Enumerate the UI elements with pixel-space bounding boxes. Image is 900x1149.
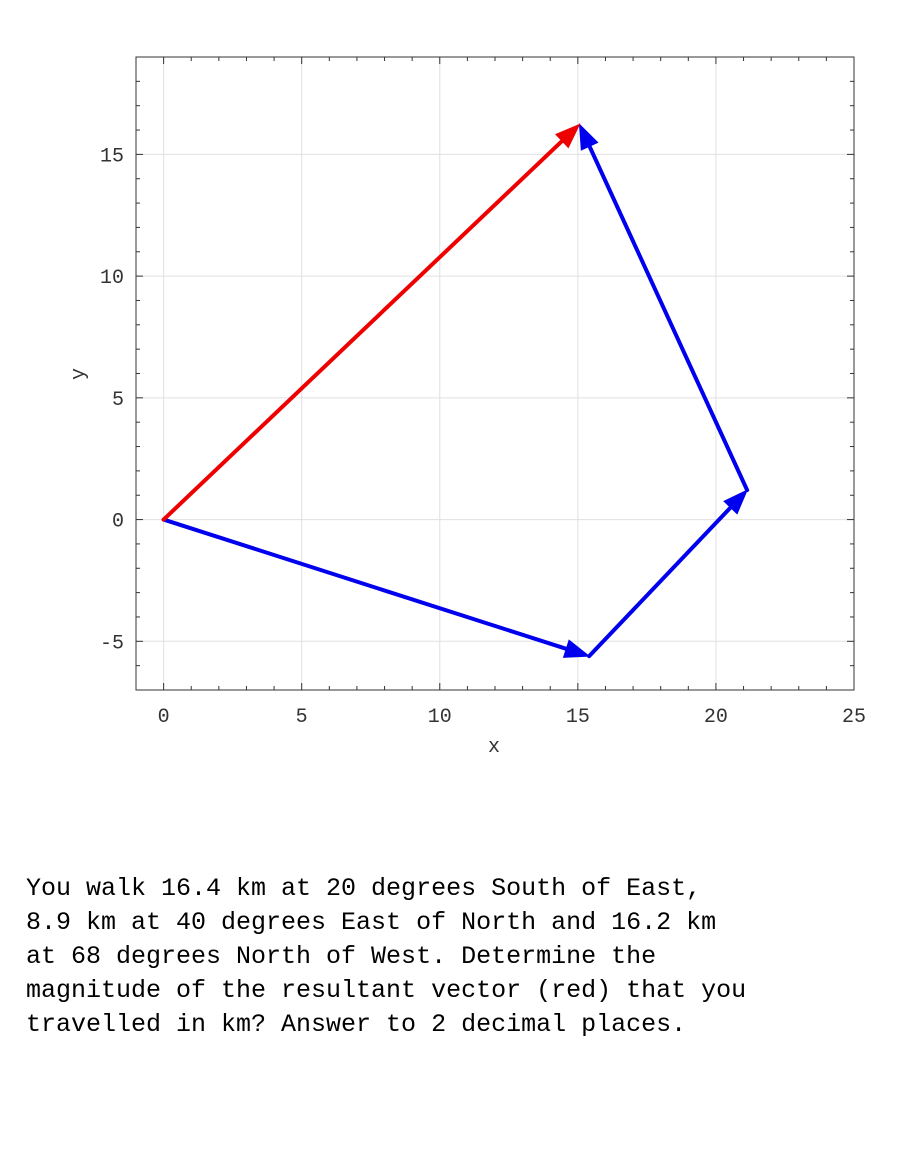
vector-chart: 0 5 10 15 20 25 -5 0 5 10 15 x y (68, 56, 866, 759)
y-tick-label: 10 (100, 267, 124, 290)
x-tick-label: 10 (428, 706, 452, 729)
vector-arrowhead (562, 639, 591, 658)
vector-arrowhead (578, 123, 599, 151)
y-tick-label: 15 (100, 145, 124, 168)
y-tick-label: 5 (112, 389, 124, 412)
resultant-vector (161, 123, 581, 522)
y-axis-label: y (68, 368, 91, 380)
y-tick-label: 0 (112, 511, 124, 534)
ticks: 0 5 10 15 20 25 -5 0 5 10 15 (100, 56, 866, 729)
x-tick-label: 5 (296, 706, 308, 729)
x-tick-label: 0 (158, 706, 170, 729)
vectors (161, 123, 750, 659)
vector-arrowhead (555, 123, 581, 149)
plot-frame (135, 56, 855, 691)
question-text: You walk 16.4 km at 20 degrees South of … (26, 874, 747, 1039)
vector-shaft (587, 502, 736, 659)
vector-shaft (161, 517, 573, 653)
displacement-vector-1 (161, 517, 591, 658)
x-tick-label: 20 (704, 706, 728, 729)
vector-shaft (161, 136, 568, 522)
y-tick-label: -5 (100, 632, 124, 655)
vector-arrowhead (723, 489, 749, 515)
displacement-vector-2 (587, 489, 749, 659)
x-axis-label: x (488, 736, 500, 759)
x-tick-label: 15 (566, 706, 590, 729)
vector-shaft (585, 140, 750, 493)
grid (136, 57, 855, 690)
displacement-vector-3 (578, 123, 750, 493)
x-tick-label: 25 (842, 706, 866, 729)
